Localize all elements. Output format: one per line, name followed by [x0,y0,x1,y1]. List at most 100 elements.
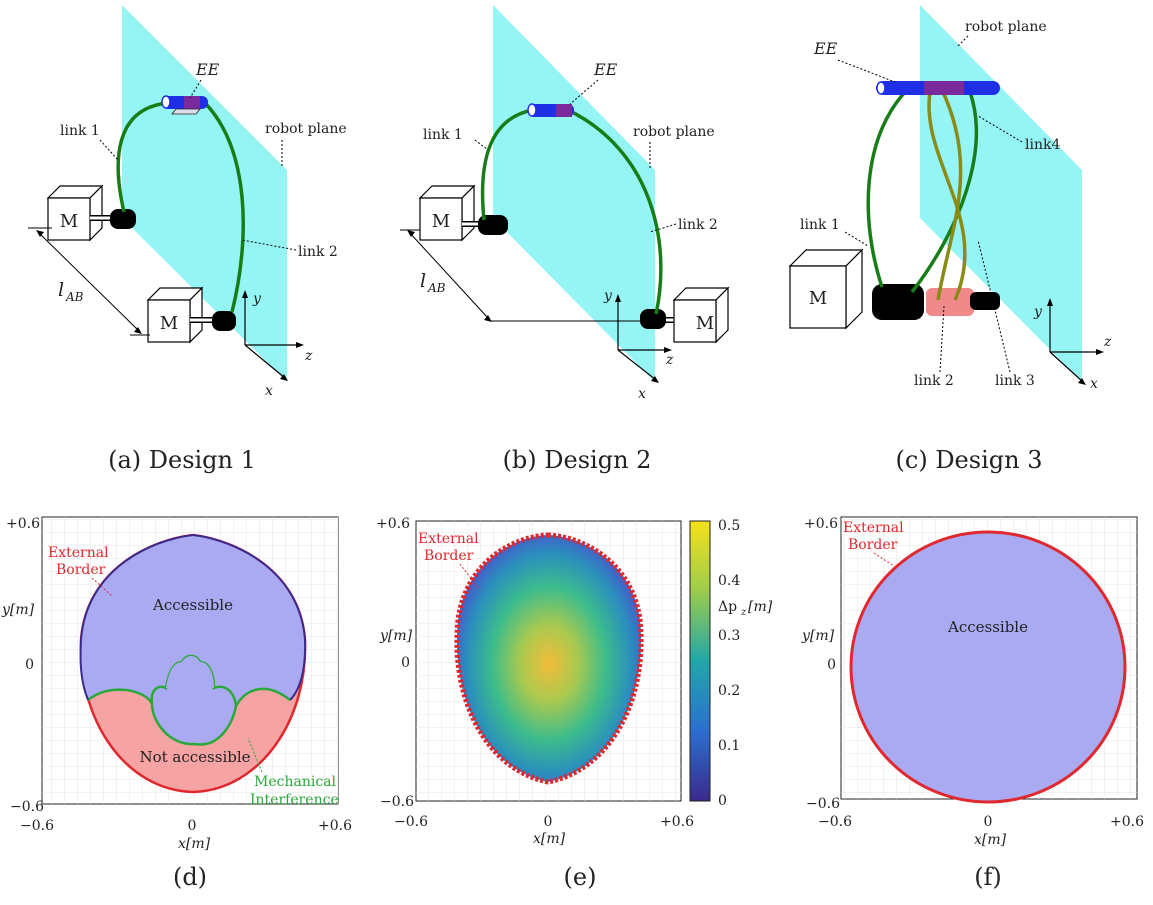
not-accessible-label-d: Not accessible [139,748,250,766]
colorbar-tick-4: 0.1 [718,738,740,754]
motor-label-3: M [809,288,827,309]
colorbar-sub-e: z [740,607,747,618]
lab-label-1: l [58,279,64,301]
motor-a-label-2: M [432,211,450,232]
end-effector-2 [527,103,574,117]
link-1-label-3: link 1 [800,217,840,233]
link-4-label-3: link4 [1025,137,1060,153]
colorbar-tick-1: 0.4 [718,573,740,589]
ytick-top-d: +0.6 [6,516,40,532]
link-1-curve-1 [116,101,169,213]
motor-b-2: M [640,286,730,344]
caption-c: (c) Design 3 [896,446,1043,474]
lab-sub-label-1: AB [65,290,84,304]
ytick-mid-e: 0 [401,655,410,671]
workspace-heatmap-e [454,532,644,785]
robot-plane-2 [493,5,655,382]
link-4-curve-3 [910,91,978,294]
ytick-top-e: +0.6 [376,516,410,532]
plot-d: +0.6 0 −0.6 −0.6 0 +0.6 x[m] y[m] Extern… [1,516,352,852]
external-border-label-2-d: Border [56,562,106,578]
xtick-mid-d: 0 [188,818,197,834]
motor-b-1: M [146,286,236,344]
accessible-label-f: Accessible [947,618,1028,636]
xtick-mid-f: 0 [984,814,993,830]
ytick-bot-f: −0.6 [806,796,840,812]
end-effector-3 [876,81,1000,95]
link-1-curve-3 [866,90,907,288]
robot-plane-label-1: robot plane [265,121,347,137]
motor-a-label-1: M [60,211,78,232]
link-2-curve-3 [936,89,963,301]
link-3-curve-3 [927,91,967,301]
axis-y-3: y [1033,304,1043,320]
xtick-right-e: +0.6 [660,814,694,830]
colorbar-label-e: Δp [718,599,737,615]
panel-design-3: M EE robot plane link4 link 1 link 2 lin… [788,5,1112,392]
plot-e: +0.6 0 −0.6 −0.6 0 +0.6 x[m] y[m] Extern… [376,516,773,847]
xtick-right-f: +0.6 [1110,814,1144,830]
axis-z-3: z [1103,334,1112,350]
ytick-mid-f: 0 [827,657,836,673]
motor-a-2: M [418,184,508,242]
colorbar-unit-e: [m] [748,599,773,615]
external-border-label-1-f: External [843,520,904,536]
colorbar-tick-3: 0.2 [718,683,740,699]
ee-label-3: EE [813,39,838,58]
colorbar-tick-0: 0.5 [718,518,740,534]
xtick-right-d: +0.6 [318,818,352,834]
caption-b: (b) Design 2 [503,446,652,474]
link-1-curve-2 [480,108,534,221]
axes-triad-1 [244,294,300,379]
motor-b-label-2: M [696,313,714,334]
colorbar-e [689,520,711,802]
xtick-left-e: −0.6 [394,814,428,830]
axis-z-2: z [665,352,674,368]
external-border-label-2-f: Border [848,537,898,553]
ylabel-f: y[m] [801,628,835,644]
end-effector-1 [161,95,208,115]
robot-plane-3 [920,5,1082,382]
ytick-top-f: +0.6 [804,516,838,532]
caption-f: (f) [974,863,1002,891]
mechanical-label-2-d: Interference [250,792,339,808]
axis-x-2: x [638,386,646,402]
axis-x-3: x [1090,376,1098,392]
xtick-left-f: −0.6 [818,814,852,830]
xlabel-d: x[m] [178,836,211,852]
colorbar-tick-5: 0 [718,793,727,809]
axis-y-1: y [252,291,262,307]
accessible-label-d: Accessible [152,596,233,614]
link-1-label-2: link 1 [423,127,463,143]
ytick-bot-e: −0.6 [380,794,414,810]
panel-design-2: M M EE link 1 robot plane link 2 [400,5,730,402]
axis-x-1: x [265,383,273,399]
axes-triad-2 [617,298,668,381]
robot-plane-label-3: robot plane [965,19,1047,35]
ee-label-2: EE [593,60,618,79]
accessible-region-f [849,530,1127,804]
mechanical-label-1-d: Mechanical [254,774,337,790]
link-3-label-3: link 3 [995,373,1035,389]
ytick-bot-d: −0.6 [10,799,44,815]
link-2-label-1: link 2 [298,244,338,260]
axes-triad-3 [1049,302,1100,383]
central-bump-d [166,656,214,688]
xtick-mid-e: 0 [544,814,553,830]
caption-d: (d) [173,863,207,891]
plot-f: +0.6 0 −0.6 −0.6 0 +0.6 x[m] y[m] Extern… [801,516,1144,848]
robot-plane-label-2: robot plane [633,124,715,140]
external-border-label-2-e: Border [424,548,474,564]
lab-dimension-1: l AB [28,227,150,336]
xtick-left-d: −0.6 [20,818,54,834]
ylabel-d: y[m] [1,602,35,618]
link-2-curve-2 [567,108,663,315]
caption-e: (e) [564,863,597,891]
motor-b-label-1: M [160,313,178,334]
ytick-mid-d: 0 [25,657,34,673]
axis-y-2: y [603,288,613,304]
link-2-label-2: link 2 [678,217,718,233]
motor-3: M [788,248,1000,330]
motor-a-1: M [46,184,136,242]
